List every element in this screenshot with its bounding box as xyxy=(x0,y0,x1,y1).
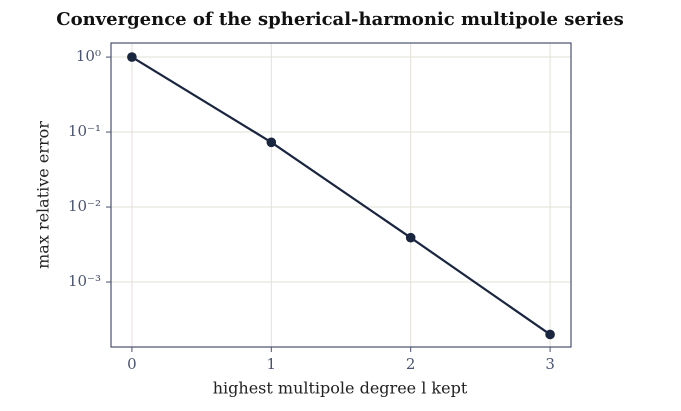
x-tick-label: 0 xyxy=(127,355,137,373)
data-point xyxy=(405,232,416,243)
x-tick-label: 1 xyxy=(267,355,277,373)
chart-title: Convergence of the spherical-harmonic mu… xyxy=(56,9,623,30)
y-tick-label: 10⁻³ xyxy=(68,272,101,290)
data-point xyxy=(266,137,277,148)
y-tick-label: 10⁻¹ xyxy=(68,122,101,140)
x-tick-label: 3 xyxy=(545,355,555,373)
x-tick-label: 2 xyxy=(406,355,416,373)
data-point xyxy=(545,329,555,340)
plot-frame xyxy=(110,42,572,348)
series-line xyxy=(131,56,551,336)
x-axis-label: highest multipole degree l kept xyxy=(213,379,468,398)
y-tick-label: 10⁰ xyxy=(76,47,101,65)
y-tick-label: 10⁻² xyxy=(68,197,101,215)
data-point xyxy=(127,52,137,62)
y-axis-label: max relative error xyxy=(34,121,53,269)
